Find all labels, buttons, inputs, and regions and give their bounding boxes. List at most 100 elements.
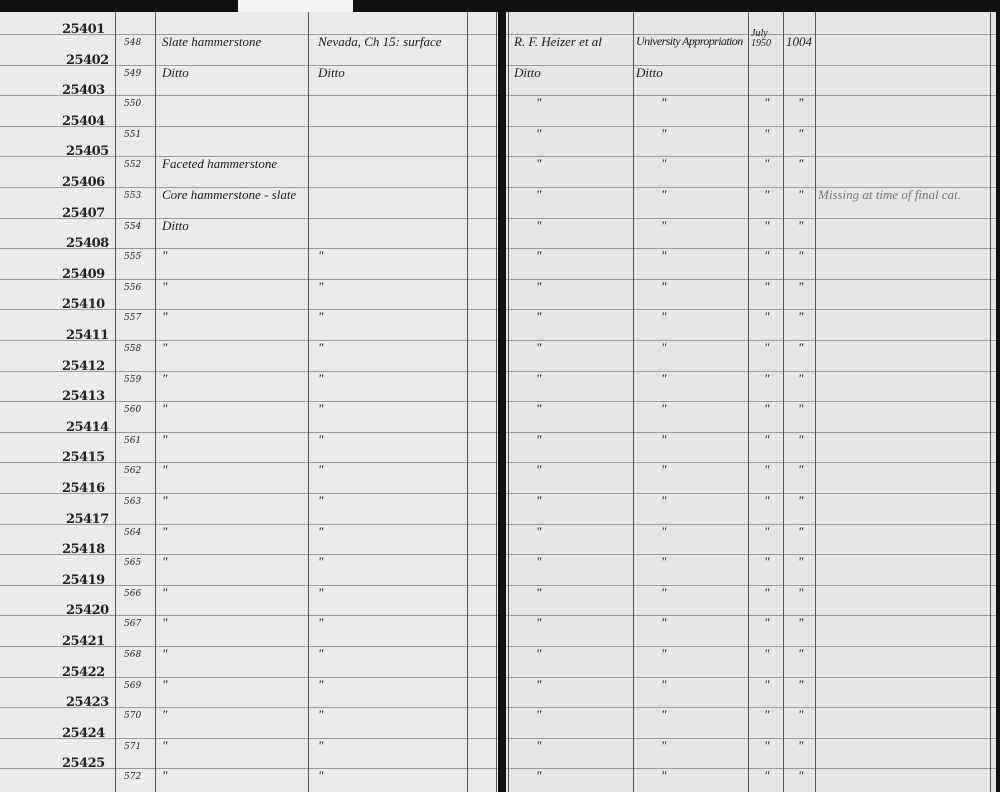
collector: " <box>536 187 542 202</box>
locality: " <box>318 737 324 753</box>
date: " <box>764 125 770 141</box>
ruled-line <box>506 646 996 647</box>
date: " <box>764 462 770 478</box>
catalog-number: 560 <box>124 405 142 416</box>
locality: " <box>318 523 324 539</box>
catalog-number: 558 <box>124 344 142 354</box>
date: " <box>764 95 770 111</box>
ruled-line <box>0 64 498 66</box>
value: " <box>798 125 804 141</box>
value: " <box>798 676 804 692</box>
accession-number: 25416 <box>62 481 105 496</box>
ruled-line <box>506 554 996 556</box>
ruled-line <box>506 431 996 433</box>
ruled-line <box>506 187 996 188</box>
catalog-number: 554 <box>124 221 142 232</box>
acquired-by: " <box>661 340 667 355</box>
date: " <box>764 401 770 417</box>
ruled-line <box>506 462 996 464</box>
collector: " <box>536 401 542 417</box>
catalog-number: 548 <box>124 38 142 48</box>
date: " <box>764 340 770 355</box>
ruled-line <box>0 737 498 739</box>
column-rule <box>467 12 468 792</box>
value: " <box>798 370 804 386</box>
collector: Ditto <box>514 64 541 80</box>
collector: " <box>536 95 542 111</box>
accession-number: 25402 <box>66 52 109 68</box>
description: Ditto <box>162 64 189 80</box>
value: " <box>798 401 804 417</box>
ledger-right-page: R. F. Heizer et al University Appropriati… <box>506 12 996 792</box>
ruled-line <box>0 768 498 770</box>
collector: R. F. Heizer et al <box>514 34 602 49</box>
collector: " <box>536 493 542 508</box>
locality: " <box>318 462 324 478</box>
date: " <box>764 309 770 325</box>
date: " <box>764 584 770 600</box>
collector: " <box>536 462 542 478</box>
catalog-number: 553 <box>124 191 142 201</box>
acquired-by: " <box>661 615 667 631</box>
collector: " <box>536 646 542 661</box>
collector: " <box>536 737 542 753</box>
accession-number: 25409 <box>62 266 105 282</box>
date: " <box>764 156 770 172</box>
collector: " <box>536 676 542 692</box>
date: " <box>764 676 770 692</box>
catalog-number: 563 <box>124 497 142 507</box>
acquired-by: Ditto <box>636 64 663 80</box>
ruled-line <box>0 493 498 494</box>
acquired-by: " <box>661 401 667 417</box>
ruled-line <box>506 401 996 403</box>
date: " <box>764 707 770 723</box>
ruled-line <box>0 340 498 341</box>
locality: " <box>318 584 324 600</box>
value: " <box>798 309 804 325</box>
acquired-by: " <box>661 707 667 723</box>
acquired-by: " <box>661 248 667 264</box>
value: " <box>798 707 804 723</box>
column-rule <box>496 12 497 792</box>
ruled-line <box>506 493 996 494</box>
catalog-number: 550 <box>124 99 142 110</box>
acquired-by: " <box>661 493 667 508</box>
date: " <box>764 248 770 264</box>
column-rule <box>633 12 634 792</box>
date: " <box>764 187 770 202</box>
ruled-line <box>506 676 996 678</box>
ruled-line <box>0 156 498 158</box>
acquired-by: University Appropriation <box>636 34 743 48</box>
value: " <box>798 278 804 294</box>
ruled-line <box>506 584 996 586</box>
acquired-by: " <box>661 217 667 233</box>
date: " <box>764 370 770 386</box>
accession-number: 25417 <box>66 511 109 527</box>
acquired-by: " <box>661 523 667 539</box>
acquired-by: " <box>661 125 667 141</box>
ruled-line <box>0 584 498 586</box>
page-tab <box>238 0 353 12</box>
date: " <box>764 737 770 753</box>
description: " <box>162 676 168 692</box>
column-rule <box>783 12 784 792</box>
acquired-by: " <box>661 584 667 600</box>
description: " <box>162 523 168 539</box>
ruled-line <box>506 34 996 35</box>
collector: " <box>536 554 542 570</box>
locality: " <box>318 401 324 417</box>
ruled-line <box>0 646 498 647</box>
collector: " <box>536 156 542 172</box>
column-rule <box>748 12 749 792</box>
value: " <box>798 340 804 355</box>
locality: " <box>318 707 324 723</box>
date: " <box>764 615 770 631</box>
ruled-line <box>0 523 498 525</box>
ruled-line <box>506 248 996 250</box>
date: " <box>764 431 770 447</box>
collector: " <box>536 584 542 600</box>
ruled-line <box>0 34 498 35</box>
column-rule <box>815 12 816 792</box>
value: " <box>798 584 804 600</box>
description: " <box>162 707 168 723</box>
